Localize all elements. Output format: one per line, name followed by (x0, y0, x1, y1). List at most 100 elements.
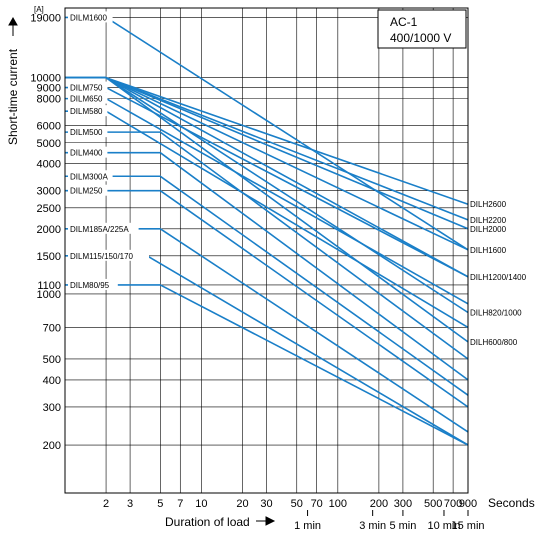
y-tick-label: 1000 (37, 289, 61, 301)
x-tick-label: 20 (236, 498, 248, 510)
series-label: DILM80/95 (70, 281, 110, 290)
x-axis-label: Duration of load (165, 515, 250, 529)
y-axis-label: Short-time current (6, 48, 20, 145)
series-line (105, 76, 469, 278)
x-tick-label: 2 (103, 498, 109, 510)
series-line (105, 77, 469, 314)
x-tick-label: 70 (311, 498, 323, 510)
series-label: DILM250 (70, 187, 103, 196)
series-label-bg (68, 81, 108, 93)
series-label-bg (68, 170, 113, 182)
series-line (146, 255, 469, 446)
box-line-1: AC-1 (390, 15, 418, 29)
series-label-bg (68, 92, 108, 104)
series-label-bg (68, 146, 108, 158)
left-series-labels: DILM1600 DILM750 DILM650 DILM580 DILM500 DILM… (68, 11, 149, 290)
y-tick-label: 2500 (37, 203, 61, 215)
series-line (105, 16, 469, 251)
y-tick-label: 400 (43, 375, 61, 387)
x-tick-label: 50 (291, 498, 303, 510)
series-label: DILM400 (70, 149, 103, 158)
x-axis-arrow (256, 516, 276, 526)
y-tick-label: 5000 (37, 138, 61, 150)
y-tick-label: 4000 (37, 159, 61, 171)
y-tick-label: 1500 (37, 251, 61, 263)
y-unit: [A] (34, 5, 44, 14)
x-tick-label: 10 (195, 498, 207, 510)
y-tick-label: 200 (43, 440, 61, 452)
series-label-bg (68, 184, 108, 196)
ac1-box: AC-1 400/1000 V (377, 9, 467, 49)
x-tick-label: 300 (394, 498, 412, 510)
x-tick-label: 700 (444, 498, 462, 510)
series-label: DILM580 (70, 107, 103, 116)
x-tick-label: 100 (329, 498, 347, 510)
series-line (105, 86, 469, 278)
series-line (159, 131, 469, 360)
x-tick-label: 900 (459, 498, 477, 510)
series-label: DILH2200 (470, 216, 507, 225)
x-tick-label: 30 (260, 498, 272, 510)
series-line (159, 228, 469, 433)
series-line (159, 175, 469, 396)
series-label-bg (68, 222, 139, 234)
time-marker-label: 15 min (451, 520, 484, 532)
series-line (105, 76, 469, 221)
series-label: DILM300A (70, 172, 108, 181)
y-tick-label: 500 (43, 354, 61, 366)
plot-frame (64, 7, 469, 494)
x-tick-label: 7 (177, 498, 183, 510)
series-lines (65, 16, 469, 446)
series-label-bg (68, 249, 149, 261)
y-tick-label: 300 (43, 402, 61, 414)
time-marker-label: 10 min (427, 520, 460, 532)
y-tick-label: 10000 (30, 73, 61, 85)
series-line (105, 76, 469, 205)
series-label: DILM1600 (70, 13, 107, 22)
time-marker-label: 1 min (294, 520, 321, 532)
x-tick-label: 200 (370, 498, 388, 510)
series-line (105, 110, 469, 329)
y-axis-arrow (8, 16, 18, 36)
series-label: DILM115/150/170 (70, 252, 134, 261)
y-tick-label: 2000 (37, 224, 61, 236)
x-tick-label: 500 (424, 498, 442, 510)
y-tick-label: 6000 (37, 121, 61, 133)
series-line (105, 76, 469, 230)
series-line (105, 76, 469, 251)
y-tick-label: 1100 (37, 280, 61, 292)
series-label: DILH1200/1400 (470, 273, 527, 282)
x-unit: Seconds (488, 496, 535, 510)
y-tick-label: 19000 (30, 12, 61, 24)
series-label: DILM185A/225A (70, 225, 129, 234)
series-label: DILM750 (70, 84, 103, 93)
series-line (105, 77, 469, 343)
series-label: DILH820/1000 (470, 309, 522, 318)
time-marker-label: 5 min (389, 520, 416, 532)
series-line (159, 284, 469, 446)
y-tick-label: 9000 (37, 83, 61, 95)
y-tick-label: 3000 (37, 186, 61, 198)
series-line (159, 190, 469, 408)
x-tick-label: 5 (157, 498, 163, 510)
time-marker-label: 3 min (359, 520, 386, 532)
box-line-2: 400/1000 V (390, 31, 451, 45)
series-label: DILM500 (70, 128, 103, 137)
series-line (159, 152, 469, 381)
series-label: DILH2600 (470, 200, 507, 209)
series-label: DILH1600 (470, 246, 507, 255)
y-tick-label: 8000 (37, 94, 61, 106)
series-label-bg (68, 278, 118, 290)
series-label: DILH2000 (470, 225, 507, 234)
y-tick-label: 700 (43, 322, 61, 334)
series-label-bg (68, 11, 113, 23)
series-label: DILH600/800 (470, 338, 518, 347)
series-label-bg (68, 105, 108, 117)
series-line (105, 97, 469, 305)
series-label-bg (68, 126, 108, 138)
